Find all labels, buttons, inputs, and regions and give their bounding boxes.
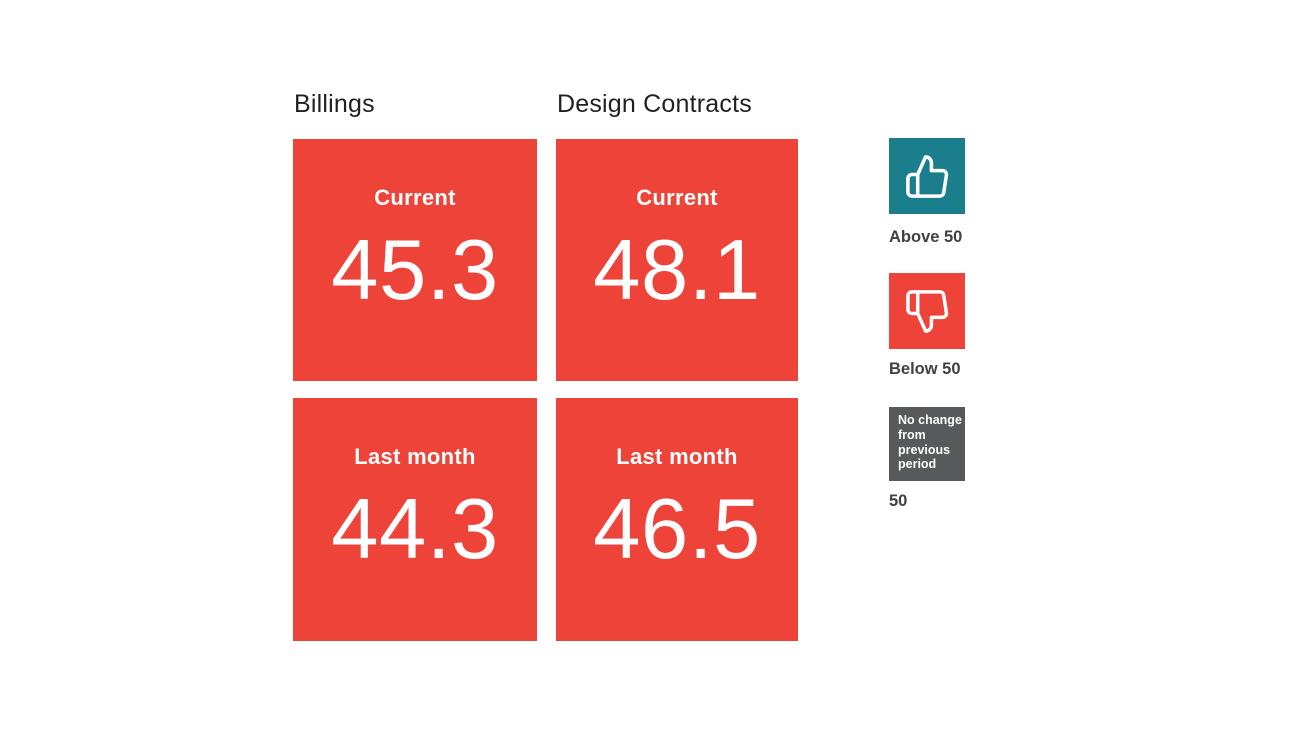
legend-label-above-50: Above 50	[889, 228, 963, 246]
tile-design-contracts-current: Current 48.1	[556, 139, 798, 381]
tile-period-label: Current	[374, 185, 456, 210]
tile-billings-last-month: Last month 44.3	[293, 398, 537, 641]
tile-value: 45.3	[331, 223, 499, 319]
tile-value: 48.1	[593, 223, 761, 319]
thumbs-up-icon	[905, 154, 948, 198]
column-header-billings: Billings	[294, 90, 375, 118]
tile-period-label: Last month	[354, 444, 476, 469]
tile-period-label: Current	[636, 185, 718, 210]
column-header-design-contracts: Design Contracts	[557, 90, 752, 118]
tile-period-label: Last month	[616, 444, 738, 469]
tile-value: 44.3	[331, 482, 499, 578]
tile-design-contracts-last-month: Last month 46.5	[556, 398, 798, 641]
legend-label-below-50: Below 50	[889, 360, 961, 378]
thumbs-down-icon	[905, 289, 948, 333]
legend-box-above-50	[889, 138, 965, 214]
tile-value: 46.5	[593, 482, 761, 578]
legend-label-50: 50	[889, 492, 908, 510]
no-change-box-text: No change from previous period	[898, 413, 962, 472]
legend-box-no-change: No change from previous period	[889, 407, 965, 481]
legend-box-below-50	[889, 273, 965, 349]
tile-billings-current: Current 45.3	[293, 139, 537, 381]
